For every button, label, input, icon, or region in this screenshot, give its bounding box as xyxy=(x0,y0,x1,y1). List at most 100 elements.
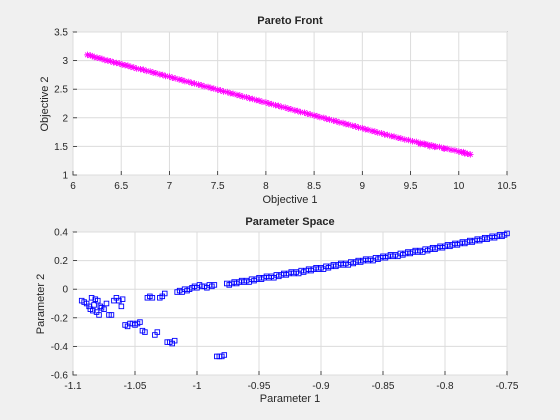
pareto-front-point xyxy=(217,87,224,94)
pareto-front-point xyxy=(181,77,189,85)
pareto-front-xtick-label: 7 xyxy=(167,181,173,192)
pareto-front-point xyxy=(249,95,256,103)
pareto-front-point xyxy=(185,78,192,85)
pareto-front-point xyxy=(224,88,231,96)
parameter-space-point xyxy=(149,295,156,301)
pareto-front-point xyxy=(156,71,163,78)
pareto-front-point xyxy=(191,80,198,87)
pareto-front-point xyxy=(118,61,126,68)
pareto-front-point xyxy=(268,100,275,108)
pareto-front-plot-area xyxy=(72,31,508,176)
pareto-front-markers xyxy=(84,51,474,158)
parameter-space-markers xyxy=(78,230,510,360)
pareto-front-point xyxy=(93,54,101,61)
pareto-front-point xyxy=(265,100,272,107)
pareto-front-point xyxy=(339,119,347,127)
pareto-front-point xyxy=(464,150,471,158)
parameter-space-ytick-label: -0.6 xyxy=(51,371,69,382)
pareto-front-point xyxy=(89,52,96,60)
pareto-front-point xyxy=(364,126,372,134)
parameter-space-xtick-label: -0.85 xyxy=(372,381,395,392)
pareto-front-xtick-label: 9.5 xyxy=(404,181,418,192)
pareto-front-point xyxy=(87,52,94,59)
pareto-front-point xyxy=(275,102,282,109)
pareto-front-point xyxy=(355,124,362,131)
pareto-front-point xyxy=(413,138,420,146)
pareto-front-point xyxy=(349,122,356,130)
parameter-space-point xyxy=(96,312,102,318)
pareto-front-point xyxy=(297,108,304,116)
pareto-front-point xyxy=(405,136,412,144)
pareto-front-point xyxy=(96,55,104,62)
pareto-front-ytick-label: 2.5 xyxy=(54,85,68,96)
pareto-front-ticks: 6 6.5 7 7.5 8 8.5 9 9.5 10 10.5 1 1.5 2 2.5 3 3.5 xyxy=(54,28,517,193)
pareto-front-point xyxy=(323,115,330,123)
parameter-space-point xyxy=(97,303,104,310)
pareto-front-axes: 6 6.5 7 7.5 8 8.5 9 9.5 10 10.5 1 1.5 2 2.5 3 3.5 Paret… xyxy=(39,15,517,206)
pareto-front-point xyxy=(460,148,467,156)
pareto-front-point xyxy=(447,146,455,154)
pareto-front-point xyxy=(294,107,301,115)
pareto-front-xtick-label: 6 xyxy=(70,181,76,192)
pareto-front-point xyxy=(175,76,183,83)
pareto-front-point xyxy=(210,85,218,92)
parameter-space-point xyxy=(504,230,510,237)
pareto-front-point xyxy=(255,97,263,104)
parameter-space-ytick-label: 0 xyxy=(62,285,68,296)
parameter-space-xtick-label: -1.05 xyxy=(124,381,147,392)
parameter-space-point xyxy=(119,296,126,302)
pareto-front-point xyxy=(428,142,435,149)
pareto-front-point xyxy=(220,88,227,95)
parameter-space-point xyxy=(103,300,110,307)
pareto-front-ylabel: Objective 2 xyxy=(39,76,51,131)
pareto-front-point xyxy=(417,140,424,148)
parameter-space-xlabel: Parameter 1 xyxy=(260,393,321,405)
pareto-front-point xyxy=(426,143,434,150)
pareto-front-point xyxy=(91,53,98,61)
pareto-front-point xyxy=(239,93,246,100)
pareto-front-point xyxy=(127,63,135,71)
pareto-front-point xyxy=(455,148,462,155)
pareto-front-point xyxy=(342,120,350,128)
parameter-space-point xyxy=(90,307,96,314)
pareto-front-point xyxy=(421,141,429,148)
pareto-front-point xyxy=(169,74,176,81)
pareto-front-point xyxy=(195,81,202,88)
pareto-front-point xyxy=(204,83,212,91)
pareto-front-point xyxy=(320,114,327,121)
parameter-space-xtick-label: -1.1 xyxy=(64,381,82,392)
pareto-front-xtick-label: 6.5 xyxy=(114,181,128,192)
pareto-front-point xyxy=(281,104,289,111)
pareto-front-point xyxy=(162,72,169,80)
pareto-front-point xyxy=(200,83,208,90)
pareto-front-point xyxy=(188,79,195,87)
parameter-space-point xyxy=(101,306,107,312)
pareto-front-point xyxy=(253,96,260,104)
pareto-front-point xyxy=(451,147,459,154)
pareto-front-point xyxy=(291,107,299,114)
pareto-front-point xyxy=(409,138,416,145)
parameter-space-point xyxy=(137,319,143,325)
parameter-space-ticks: -1.1 -1.05 -1 -0.95 -0.9 -0.85 -0.8 -0.75 -0.6 -0… xyxy=(51,228,519,393)
pareto-front-point xyxy=(143,67,150,75)
pareto-front-point xyxy=(246,95,253,102)
parameter-space-xtick-label: -0.9 xyxy=(312,381,330,392)
pareto-front-point xyxy=(330,117,337,124)
pareto-front-point xyxy=(137,65,144,73)
pareto-front-ytick-label: 1.5 xyxy=(54,142,68,153)
pareto-front-point xyxy=(345,121,353,128)
pareto-front-point xyxy=(368,127,376,135)
parameter-space-ytick-label: -0.4 xyxy=(51,342,69,353)
parameter-space-plot-area xyxy=(72,231,508,376)
pareto-front-point xyxy=(278,103,285,111)
pareto-front-point xyxy=(381,131,388,138)
parameter-space-title: Parameter Space xyxy=(245,216,334,228)
pareto-front-point xyxy=(378,130,385,137)
pareto-front-point xyxy=(316,114,324,121)
pareto-front-ytick-label: 2 xyxy=(62,113,68,124)
pareto-front-point xyxy=(159,71,166,79)
pareto-front-point xyxy=(362,126,369,133)
pareto-front-point xyxy=(98,55,106,63)
pareto-front-point xyxy=(394,134,402,142)
pareto-front-point xyxy=(104,57,111,64)
